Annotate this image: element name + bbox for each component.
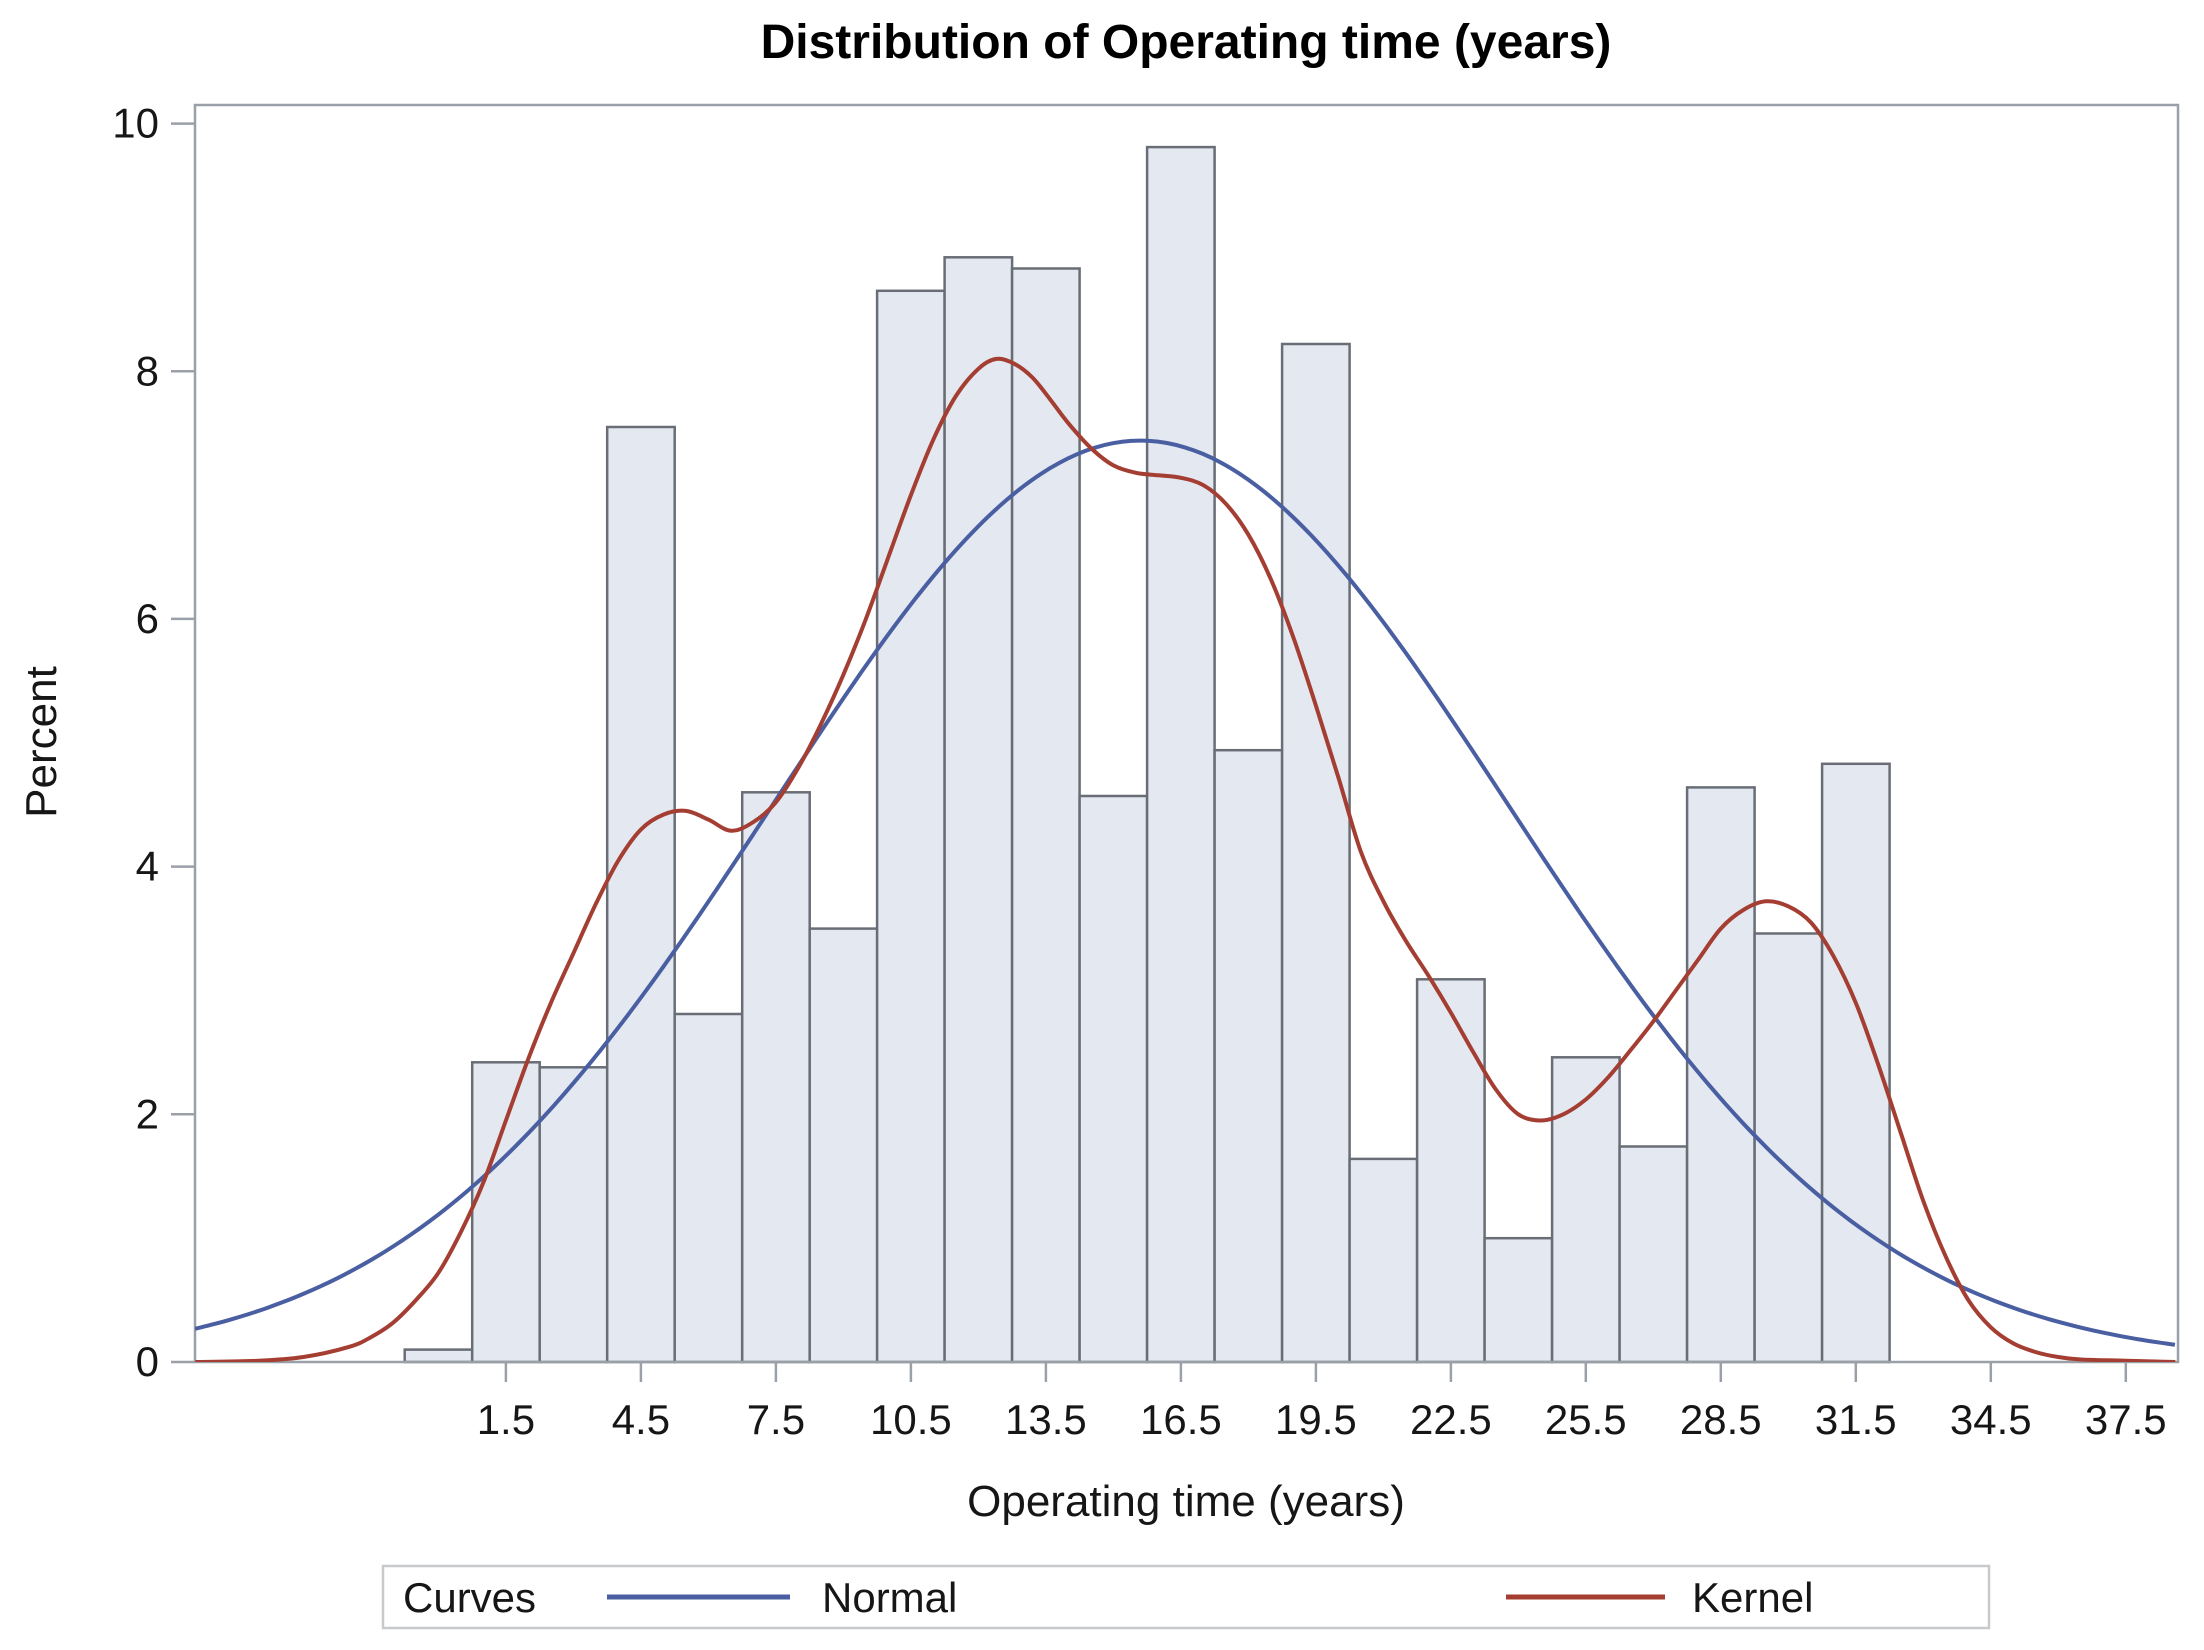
x-axis-ticks: 1.5 4.5 7.5 10.5 13.5 16.5 19.5 22.5 25.5 28.5 31.…: [477, 1362, 2167, 1443]
histogram-bar: [740, 791, 811, 1364]
x-tick-label: 25.5: [1545, 1396, 1627, 1443]
histogram-bar: [943, 256, 1014, 1364]
histogram-bar: [1010, 267, 1081, 1364]
histogram-bars: [403, 145, 1891, 1364]
x-tick-label: 16.5: [1140, 1396, 1222, 1443]
histogram-bar: [538, 1066, 609, 1364]
histogram-bar: [403, 1348, 474, 1364]
chart-title: Distribution of Operating time (years): [761, 16, 1612, 69]
x-tick-label: 10.5: [870, 1396, 952, 1443]
histogram-bar: [1415, 978, 1486, 1364]
x-tick-label: 28.5: [1680, 1396, 1762, 1443]
histogram-bar: [1213, 748, 1284, 1364]
x-tick-label: 13.5: [1005, 1396, 1087, 1443]
y-axis-label: Percent: [17, 666, 66, 818]
x-tick-label: 31.5: [1815, 1396, 1897, 1443]
histogram-bar: [1483, 1236, 1554, 1364]
histogram-bar: [875, 289, 946, 1364]
x-axis-label: Operating time (years): [967, 1477, 1405, 1526]
histogram-bar: [1078, 794, 1149, 1364]
y-axis-ticks: 0 2 4 6 8 10: [112, 100, 195, 1385]
y-tick-label: 6: [136, 595, 159, 642]
x-tick-label: 1.5: [477, 1396, 535, 1443]
histogram-bar: [1618, 1145, 1689, 1364]
legend: Curves Normal Kernel: [381, 1564, 1991, 1630]
x-tick-label: 37.5: [2085, 1396, 2167, 1443]
kernel-curve: [195, 356, 2176, 1362]
legend-title: Curves: [403, 1574, 536, 1621]
histogram-bar: [808, 927, 879, 1364]
histogram-bar: [470, 1061, 541, 1364]
y-tick-label: 0: [136, 1338, 159, 1385]
x-tick-label: 22.5: [1410, 1396, 1492, 1443]
y-tick-label: 8: [136, 347, 159, 394]
histogram-bar: [673, 1012, 744, 1364]
legend-kernel-label: Kernel: [1692, 1574, 1813, 1621]
x-tick-label: 34.5: [1950, 1396, 2032, 1443]
histogram-bar: [1280, 342, 1351, 1364]
legend-box: [381, 1564, 1991, 1630]
histogram-bar: [1550, 1056, 1621, 1364]
x-tick-label: 4.5: [612, 1396, 670, 1443]
histogram-bar: [1145, 145, 1216, 1364]
histogram-bar: [1348, 1157, 1419, 1364]
y-tick-label: 2: [136, 1090, 159, 1137]
histogram-bar: [605, 425, 676, 1364]
y-tick-label: 4: [136, 843, 159, 890]
legend-normal-label: Normal: [822, 1574, 957, 1621]
plot-frame: [193, 103, 2180, 1364]
y-tick-label: 10: [112, 100, 159, 147]
curves-layer: [195, 356, 2176, 1362]
normal-curve: [195, 438, 2176, 1347]
histogram-bar: [1685, 786, 1756, 1364]
x-tick-label: 7.5: [747, 1396, 805, 1443]
x-tick-label: 19.5: [1275, 1396, 1357, 1443]
